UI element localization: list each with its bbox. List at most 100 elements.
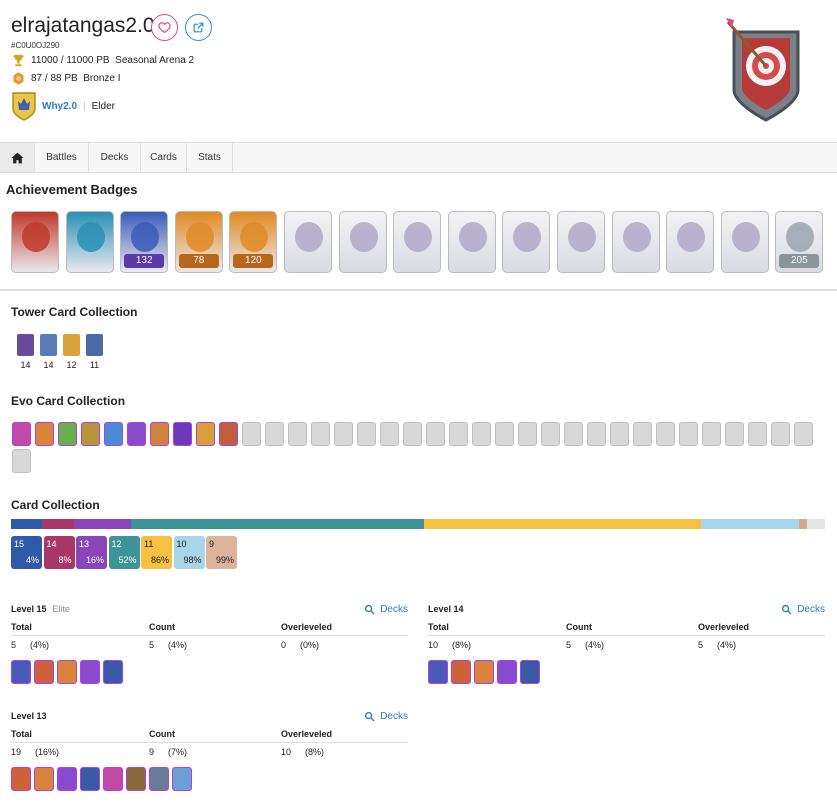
achievement-badge[interactable]	[556, 211, 605, 273]
evo-card-locked[interactable]	[679, 422, 698, 446]
arena-target-icon	[726, 18, 800, 122]
evo-card-owned[interactable]	[35, 422, 54, 446]
card-thumbnail[interactable]	[103, 660, 123, 684]
tower-card[interactable]: 12	[60, 334, 83, 370]
evo-card-locked[interactable]	[748, 422, 767, 446]
card-thumbnail[interactable]	[149, 767, 169, 791]
evo-card-owned[interactable]	[196, 422, 215, 446]
collection-bar-segment	[11, 519, 42, 529]
tab-home[interactable]	[0, 143, 35, 172]
card-thumbnail[interactable]	[474, 660, 494, 684]
evo-card-owned[interactable]	[81, 422, 100, 446]
level-chip[interactable]: 9 99%	[206, 536, 237, 569]
evo-card-owned[interactable]	[219, 422, 238, 446]
tab-battles[interactable]: Battles	[35, 143, 89, 172]
evo-card-locked[interactable]	[495, 422, 514, 446]
evo-card-owned[interactable]	[104, 422, 123, 446]
evo-card-locked[interactable]	[265, 422, 284, 446]
evo-card-owned[interactable]	[12, 422, 31, 446]
evo-card-owned[interactable]	[150, 422, 169, 446]
achievement-badge[interactable]	[283, 211, 332, 273]
evo-card-owned[interactable]	[58, 422, 77, 446]
achievement-badge[interactable]	[502, 211, 551, 273]
card-thumbnail[interactable]	[57, 660, 77, 684]
card-thumbnail[interactable]	[451, 660, 471, 684]
decks-link[interactable]: Decks	[364, 711, 408, 722]
level-chip[interactable]: 13 16%	[76, 536, 107, 569]
stats-number: 5	[566, 640, 572, 650]
stats-column-header: Overleveled	[281, 729, 333, 739]
evo-card-locked[interactable]	[771, 422, 790, 446]
tab-stats[interactable]: Stats	[187, 143, 233, 172]
achievement-badge[interactable]	[447, 211, 496, 273]
evo-card-locked[interactable]	[518, 422, 537, 446]
evo-card-locked[interactable]	[357, 422, 376, 446]
evo-card-locked[interactable]	[12, 449, 31, 473]
evo-card-locked[interactable]	[242, 422, 261, 446]
achievement-badge[interactable]	[65, 211, 114, 273]
evo-card-locked[interactable]	[403, 422, 422, 446]
share-link-button[interactable]	[185, 14, 212, 41]
card-thumbnail[interactable]	[11, 660, 31, 684]
achievement-badge[interactable]	[393, 211, 442, 273]
evo-card-locked[interactable]	[610, 422, 629, 446]
tower-card[interactable]: 11	[83, 334, 106, 370]
achievement-badge[interactable]: 205	[775, 211, 824, 273]
level-14-block: Level 14 Decks Total Count Overleveled 10 (8%)…	[428, 602, 825, 684]
card-thumbnail[interactable]	[80, 660, 100, 684]
evo-card-locked[interactable]	[426, 422, 445, 446]
card-thumbnail[interactable]	[34, 767, 54, 791]
card-thumbnail[interactable]	[497, 660, 517, 684]
evo-card-locked[interactable]	[587, 422, 606, 446]
decks-link[interactable]: Decks	[781, 604, 825, 615]
evo-card-locked[interactable]	[725, 422, 744, 446]
evo-card-locked[interactable]	[334, 422, 353, 446]
evo-card-locked[interactable]	[288, 422, 307, 446]
achievement-badge[interactable]	[666, 211, 715, 273]
evo-card-locked[interactable]	[702, 422, 721, 446]
evo-card-locked[interactable]	[380, 422, 399, 446]
tab-decks[interactable]: Decks	[89, 143, 141, 172]
card-thumbnail[interactable]	[80, 767, 100, 791]
evo-card-locked[interactable]	[656, 422, 675, 446]
achievement-badge[interactable]: 132	[120, 211, 169, 273]
clan-name-link[interactable]: Why2.0	[42, 100, 78, 112]
level-chip[interactable]: 14 8%	[43, 536, 75, 569]
card-thumbnail[interactable]	[57, 767, 77, 791]
achievement-badge[interactable]	[11, 211, 59, 273]
evo-card-owned[interactable]	[127, 422, 146, 446]
level-chip[interactable]: 11 86%	[141, 536, 172, 569]
evo-card-locked[interactable]	[311, 422, 330, 446]
card-thumbnail[interactable]	[11, 767, 31, 791]
achievement-badge[interactable]	[720, 211, 769, 273]
card-thumbnail[interactable]	[126, 767, 146, 791]
evo-card-locked[interactable]	[472, 422, 491, 446]
achievement-badge[interactable]: 78	[174, 211, 223, 273]
achievement-badge[interactable]	[338, 211, 387, 273]
chip-level: 10	[176, 539, 187, 549]
card-thumbnail[interactable]	[172, 767, 192, 791]
evo-card-locked[interactable]	[564, 422, 583, 446]
tower-card[interactable]: 14	[37, 334, 60, 370]
evo-card-owned[interactable]	[173, 422, 192, 446]
level-chip[interactable]: 10 98%	[173, 536, 205, 569]
collection-bar-segment	[701, 519, 799, 529]
achievement-badge[interactable]: 120	[229, 211, 278, 273]
achievement-badge[interactable]	[611, 211, 660, 273]
evo-card-locked[interactable]	[633, 422, 652, 446]
card-thumbnail[interactable]	[428, 660, 448, 684]
card-thumbnail[interactable]	[34, 660, 54, 684]
tower-card[interactable]: 14	[14, 334, 37, 370]
evo-card-locked[interactable]	[794, 422, 813, 446]
evo-card-locked[interactable]	[449, 422, 468, 446]
tab-cards[interactable]: Cards	[141, 143, 187, 172]
level-chip[interactable]: 12 52%	[108, 536, 140, 569]
collection-bar-segment	[807, 519, 825, 529]
decks-link[interactable]: Decks	[364, 604, 408, 615]
level-chip[interactable]: 15 4%	[11, 536, 42, 569]
level-stats-values: 5 (4%) 5 (4%) 0 (0%)	[11, 636, 408, 650]
card-thumbnail[interactable]	[520, 660, 540, 684]
card-thumbnail[interactable]	[103, 767, 123, 791]
evo-card-locked[interactable]	[541, 422, 560, 446]
favorite-button[interactable]	[151, 14, 178, 41]
